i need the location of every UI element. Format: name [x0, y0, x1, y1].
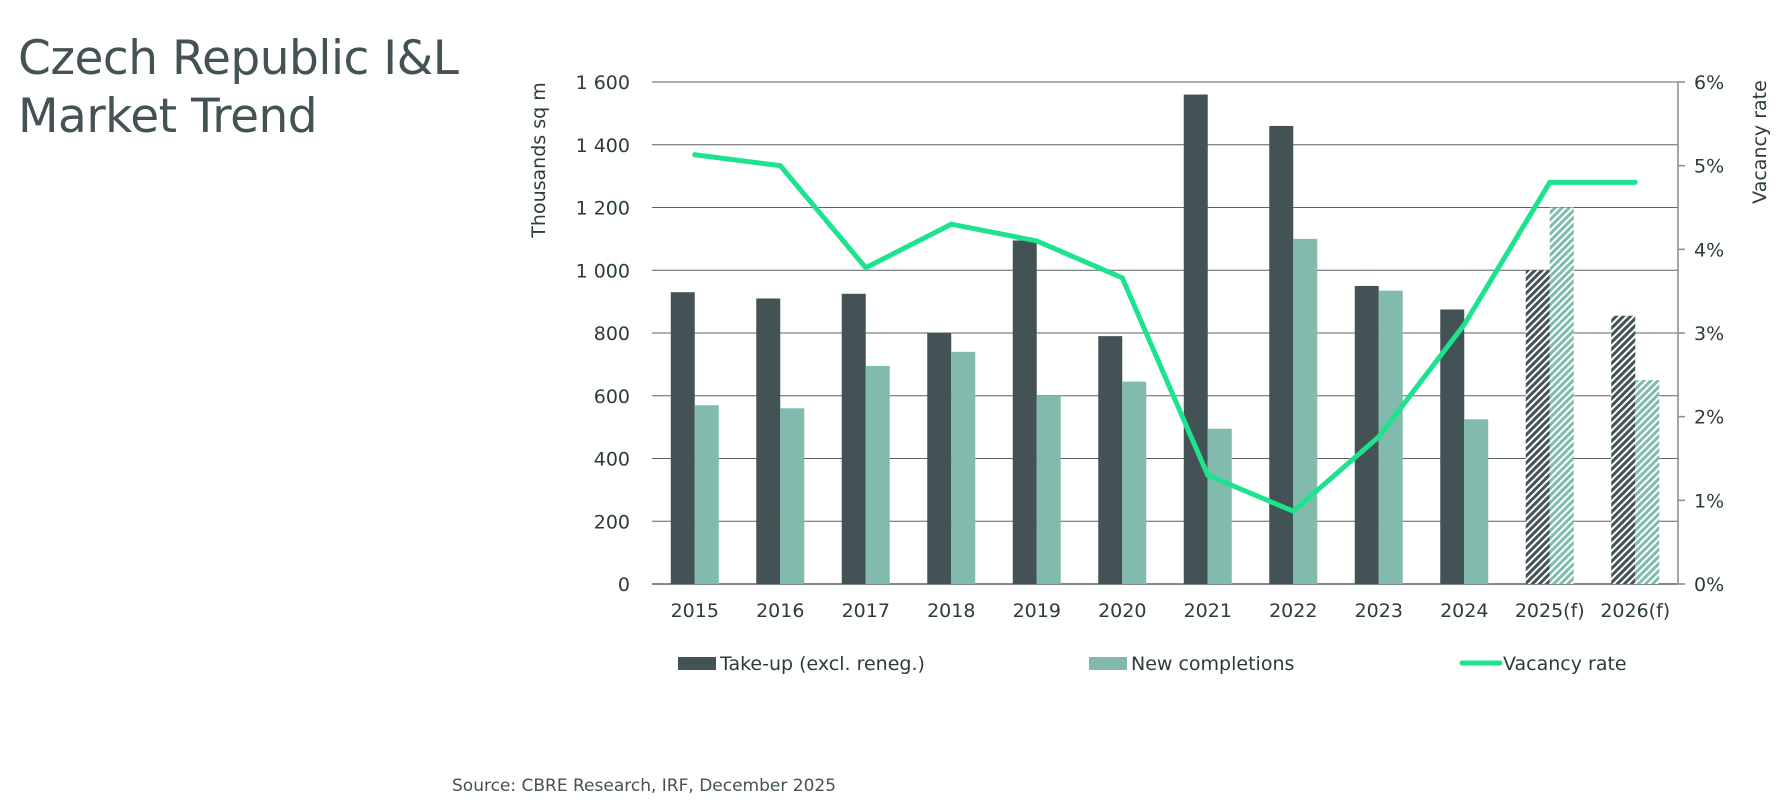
gridlines — [652, 81, 1678, 585]
bar-completions-2018 — [951, 351, 976, 584]
legend-label-takeup: Take-up (excl. reneg.) — [719, 653, 925, 675]
bar-completions-2026(f) — [1635, 380, 1660, 584]
bar-completions-2023 — [1378, 290, 1403, 584]
x-tick-label: 2021 — [1184, 600, 1232, 622]
x-tick-label: 2018 — [927, 600, 975, 622]
axes: 0 200 400 600 800 1 000 1 200 1 400 1 600 0% 1% 2% 3… — [528, 72, 1771, 622]
bar-completions-2017 — [865, 365, 890, 584]
x-tick-label: 2019 — [1013, 600, 1061, 622]
bar-completions-2022 — [1293, 238, 1318, 584]
x-tick-label: 2020 — [1098, 600, 1146, 622]
y-tick-label: 1 400 — [576, 135, 630, 157]
page-title: Czech Republic I&L Market Trend — [18, 30, 459, 146]
vacancy-line-layer — [692, 152, 1638, 515]
bar-completions-2019 — [1036, 395, 1061, 584]
bar-completions-2025(f) — [1549, 207, 1574, 584]
bar-completions-2016 — [780, 408, 805, 584]
market-trend-chart: 0 200 400 600 800 1 000 1 200 1 400 1 600 0% 1% 2% 3… — [528, 72, 1771, 675]
y2-axis-title: Vacancy rate — [1749, 80, 1771, 204]
x-tick-label: 2017 — [842, 600, 890, 622]
bar-takeup-2017 — [841, 293, 866, 584]
y-tick-label: 800 — [594, 323, 630, 345]
bar-takeup-2021 — [1183, 94, 1208, 585]
bar-takeup-2024 — [1440, 309, 1465, 584]
page-title-line-1: Czech Republic I&L — [18, 31, 459, 86]
bar-takeup-2025(f) — [1525, 270, 1550, 584]
y2-tick-label: 0% — [1694, 574, 1724, 596]
legend: Take-up (excl. reneg.) New completions Vac… — [678, 653, 1627, 675]
page-title-line-2: Market Trend — [18, 89, 318, 144]
bar-completions-2015 — [694, 405, 719, 584]
y-tick-label: 1 600 — [576, 72, 630, 94]
bar-takeup-2019 — [1012, 240, 1037, 584]
y2-tick-label: 4% — [1694, 239, 1724, 261]
vacancy-rate-line — [692, 152, 1638, 515]
bar-takeup-2018 — [927, 333, 952, 584]
y2-tick-label: 1% — [1694, 490, 1724, 512]
bar-takeup-2015 — [670, 292, 695, 584]
y-tick-label: 600 — [594, 386, 630, 408]
y-tick-label: 400 — [594, 449, 630, 471]
source-note: Source: CBRE Research, IRF, December 202… — [452, 776, 837, 796]
y2-tick-label: 5% — [1694, 156, 1724, 178]
bar-takeup-2023 — [1354, 285, 1379, 584]
x-tick-label: 2022 — [1269, 600, 1317, 622]
legend-swatch-completions — [1089, 657, 1127, 670]
bars — [670, 94, 1660, 585]
bar-takeup-2022 — [1269, 125, 1294, 585]
y-tick-label: 200 — [594, 511, 630, 533]
y-tick-label: 1 200 — [576, 198, 630, 220]
y2-tick-label: 2% — [1694, 407, 1724, 429]
y2-tick-label: 6% — [1694, 72, 1724, 94]
x-tick-label: 2026(f) — [1600, 600, 1670, 622]
bar-takeup-2016 — [756, 298, 781, 584]
x-tick-label: 2015 — [671, 600, 719, 622]
y-tick-label: 1 000 — [576, 260, 630, 282]
x-tick-label: 2016 — [756, 600, 804, 622]
legend-swatch-takeup — [678, 657, 716, 670]
bar-takeup-2026(f) — [1611, 315, 1636, 584]
bar-completions-2024 — [1464, 419, 1489, 584]
x-tick-label: 2025(f) — [1515, 600, 1585, 622]
x-tick-label: 2024 — [1440, 600, 1488, 622]
y-axis-title: Thousands sq m — [528, 82, 550, 238]
bar-completions-2021 — [1207, 428, 1232, 584]
legend-label-completions: New completions — [1131, 653, 1294, 675]
x-tick-label: 2023 — [1355, 600, 1403, 622]
bar-completions-2020 — [1122, 381, 1147, 584]
y-tick-label: 0 — [618, 574, 630, 596]
legend-label-vacancy: Vacancy rate — [1503, 653, 1627, 675]
bar-takeup-2020 — [1098, 336, 1123, 584]
y2-tick-label: 3% — [1694, 323, 1724, 345]
